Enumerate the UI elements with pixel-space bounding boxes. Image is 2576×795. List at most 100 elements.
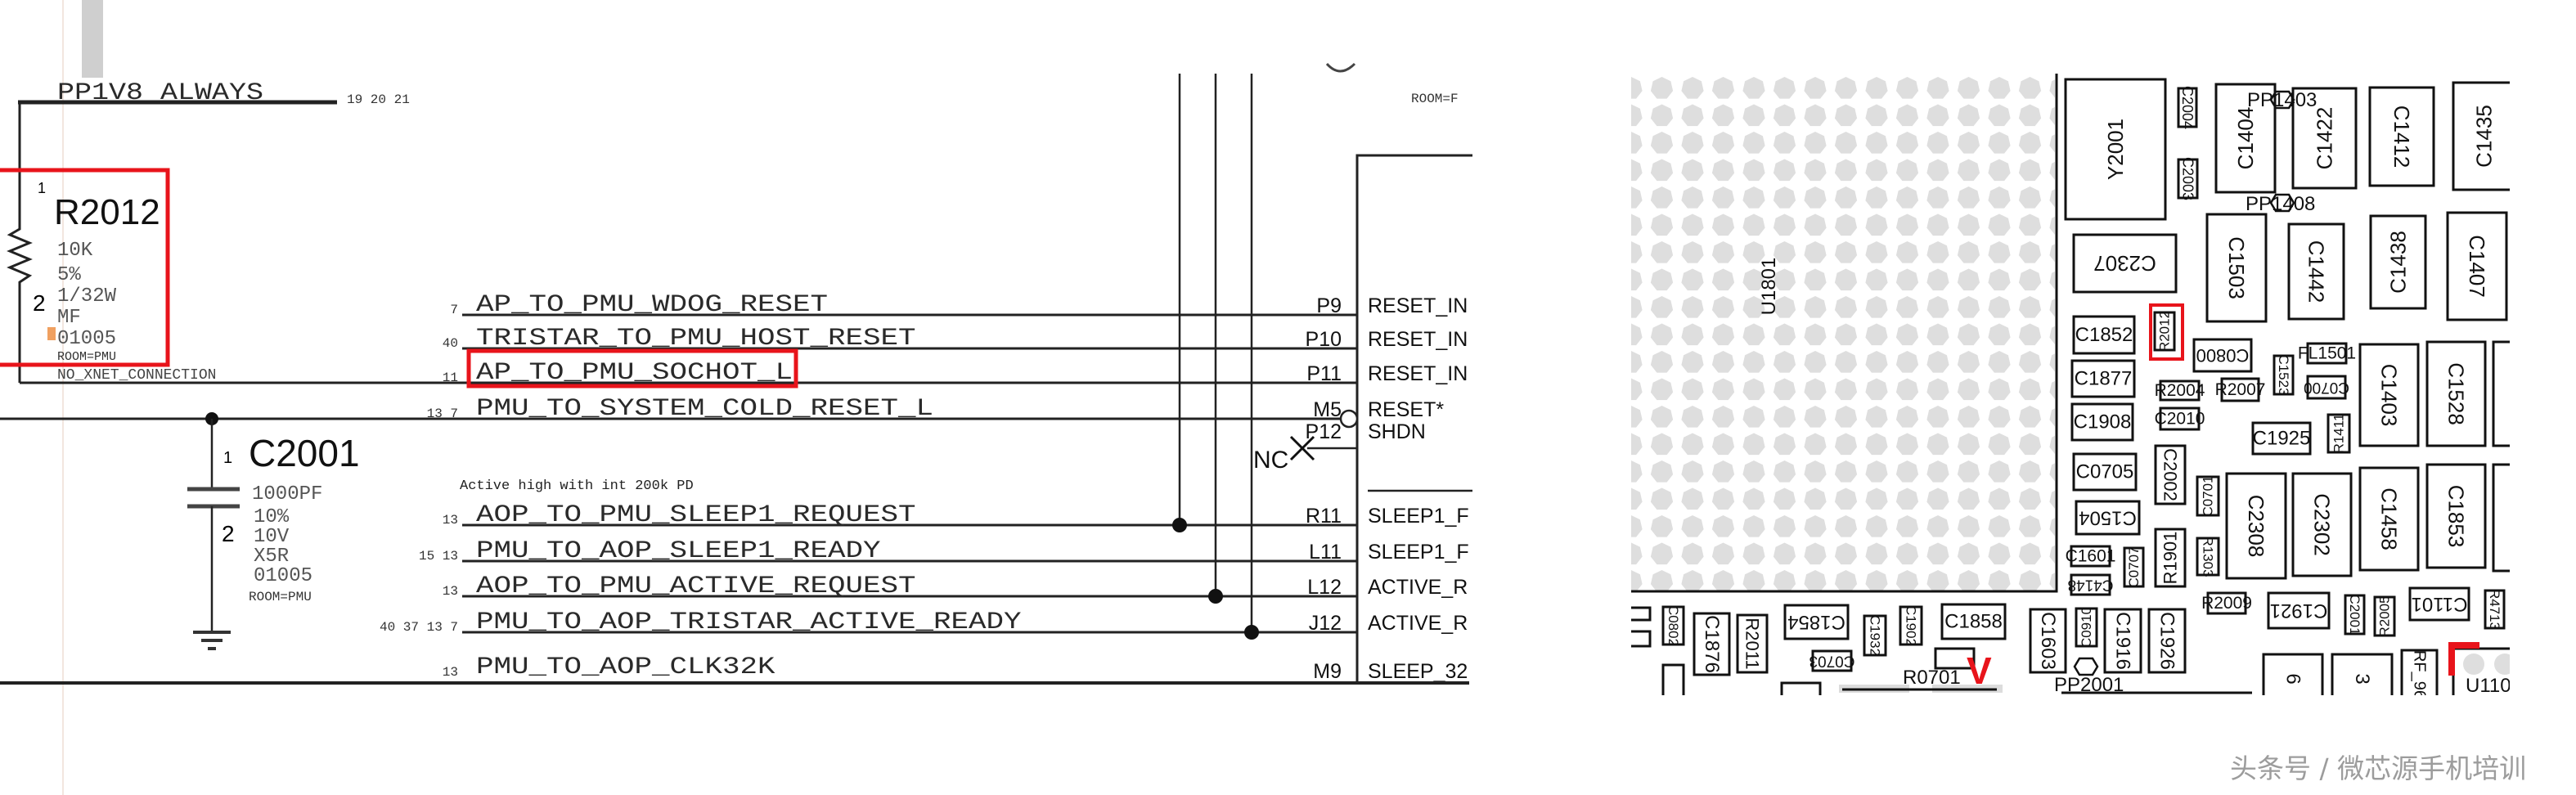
pcb-component[interactable]: C0703 <box>1809 649 1855 672</box>
pcb-component[interactable]: C0701 <box>2196 475 2220 517</box>
pcb-component[interactable]: C1404 <box>2214 83 2277 194</box>
bga-pad <box>1631 406 1643 428</box>
bga-pad <box>1865 487 1888 510</box>
pcb-component[interactable]: C2010 <box>2155 406 2205 431</box>
pcb-component[interactable]: C1435 <box>2452 81 2515 191</box>
pcb-component[interactable]: R2005 <box>2373 595 2396 637</box>
pcb-component[interactable]: C1458 <box>2358 466 2420 572</box>
pcb-component[interactable]: R2011 <box>1736 613 1769 674</box>
test-point-label: PP1403 <box>2247 89 2317 111</box>
pcb-component[interactable]: C1876 <box>1693 612 1731 676</box>
bga-pad <box>1926 406 1949 428</box>
pcb-component[interactable]: 6 <box>2262 653 2324 703</box>
pcb-component[interactable]: R2007 <box>2215 377 2266 402</box>
bga-pad <box>1681 542 1704 565</box>
pcb-component[interactable]: Y2001 <box>2064 78 2167 221</box>
active-low-bubble <box>1339 409 1359 429</box>
bga-pad <box>1926 542 1949 565</box>
component-outline <box>2225 472 2287 580</box>
pcb-component[interactable]: C2302 <box>2291 472 2353 577</box>
pcb-component[interactable]: C1908 <box>2070 402 2134 442</box>
bga-pad <box>1773 241 1796 263</box>
component-label: C0705 <box>2076 461 2134 483</box>
pcb-component[interactable]: R1303 <box>2196 536 2220 577</box>
bga-pad <box>1988 296 2011 318</box>
bga-pad <box>1865 433 1888 456</box>
bga-pad <box>2018 296 2042 318</box>
pcb-component[interactable]: R2009 <box>2201 591 2252 615</box>
pcb-component[interactable]: C1854 <box>1783 604 1850 640</box>
pcb-component[interactable]: C1438 <box>2369 214 2427 310</box>
bga-pad <box>2018 487 2042 510</box>
pcb-component[interactable]: C0802 <box>1661 605 1685 646</box>
pcb-component[interactable]: 3 <box>2331 653 2394 703</box>
pcb-component[interactable]: C0700 <box>2304 375 2349 400</box>
pcb-component[interactable]: RF_96 <box>2400 649 2439 699</box>
pcb-component[interactable]: C1407 <box>2446 211 2508 321</box>
bga-pad <box>1773 213 1796 236</box>
pcb-component[interactable]: C2308 <box>2225 472 2287 580</box>
bga-pad <box>1988 433 2011 456</box>
pcb-component[interactable]: C1877 <box>2070 359 2136 398</box>
pcb-component[interactable]: C0800 <box>2192 338 2253 373</box>
pcb-component[interactable]: C2002 <box>2154 444 2187 505</box>
pcb-component[interactable]: C2003 <box>2177 157 2199 200</box>
pin-number: P11 <box>1306 362 1342 385</box>
pcb-component[interactable]: C1916 <box>2103 608 2142 674</box>
bga-pad <box>1834 268 1858 291</box>
pcb-component[interactable]: R2004 <box>2155 380 2205 402</box>
component-outline <box>2177 87 2198 128</box>
pcb-component[interactable]: R1411 <box>2326 413 2351 454</box>
component-outline <box>1783 604 1850 640</box>
pcb-component[interactable]: R4713 <box>2484 589 2506 630</box>
pcb-component[interactable]: C1523 <box>2273 354 2295 396</box>
bga-pad <box>1711 351 1735 373</box>
bga-pad <box>1681 406 1704 428</box>
pcb-component[interactable]: C1852 <box>2072 315 2136 355</box>
pcb-component[interactable]: C2004 <box>2177 86 2198 129</box>
bga-pad <box>2049 271 2055 290</box>
component-outline <box>2177 158 2199 200</box>
bga-pad <box>1957 460 1980 483</box>
pcb-component[interactable]: C1853 <box>2425 463 2487 569</box>
bga-pad <box>1711 77 1735 99</box>
pcb-layout-panel: U1801 Y2001 C2004 C2003 C1404 C1422 C1412 C143… <box>1631 74 2515 703</box>
bga-pad <box>1988 406 2011 428</box>
pcb-component[interactable]: C1504 <box>2075 500 2141 536</box>
pcb-component[interactable]: C1926 <box>2147 608 2187 674</box>
pcb-component[interactable]: C1603 <box>2029 608 2067 674</box>
pcb-component[interactable]: C1528 <box>2425 340 2487 447</box>
component-outline <box>2159 406 2201 431</box>
pcb-component[interactable]: R2012 <box>2153 311 2176 352</box>
pcb-component[interactable]: C2307 <box>2072 233 2178 294</box>
pcb-component[interactable]: C1412 <box>2368 86 2435 187</box>
pcb-component[interactable]: C1403 <box>2358 343 2420 447</box>
bga-pad <box>1631 104 1643 127</box>
pcb-component[interactable]: C0910 <box>2075 607 2098 648</box>
bga-pad <box>1957 351 1980 373</box>
bga-pad <box>1834 515 1858 537</box>
pcb-component[interactable]: C1932 <box>1863 614 1887 657</box>
pcb-component[interactable]: C1101 <box>2408 586 2470 622</box>
pcb-component[interactable]: C4148 <box>2068 573 2114 596</box>
pcb-component[interactable]: C1601 <box>2066 545 2116 568</box>
pcb-component[interactable]: FL1501 <box>2298 342 2356 365</box>
bga-label: U1801 <box>1758 258 1780 316</box>
pcb-component[interactable]: C1442 <box>2287 222 2345 321</box>
component-label: C1932 <box>1868 615 1883 656</box>
pcb-component[interactable]: C1902 <box>1899 605 1923 646</box>
pcb-component[interactable]: C1858 <box>1940 603 2007 640</box>
net-sheet-refs: 15 13 <box>419 549 458 564</box>
pcb-component[interactable]: C1921 <box>2267 591 2331 630</box>
scrollbar-thumb[interactable] <box>82 0 103 78</box>
pcb-component[interactable]: C2001 <box>2344 594 2366 636</box>
bga-pad <box>1650 213 1674 236</box>
pcb-component[interactable]: C1925 <box>2251 421 2312 456</box>
resistor-tolerance: 5% <box>57 264 81 286</box>
pcb-component[interactable]: C1503 <box>2205 213 2268 323</box>
pcb-component[interactable]: C0705 <box>2072 452 2138 492</box>
pcb-component[interactable]: C1422 <box>2291 87 2358 190</box>
pcb-component[interactable]: C0707 <box>2123 546 2145 588</box>
pcb-component[interactable]: R1901 <box>2154 528 2187 588</box>
